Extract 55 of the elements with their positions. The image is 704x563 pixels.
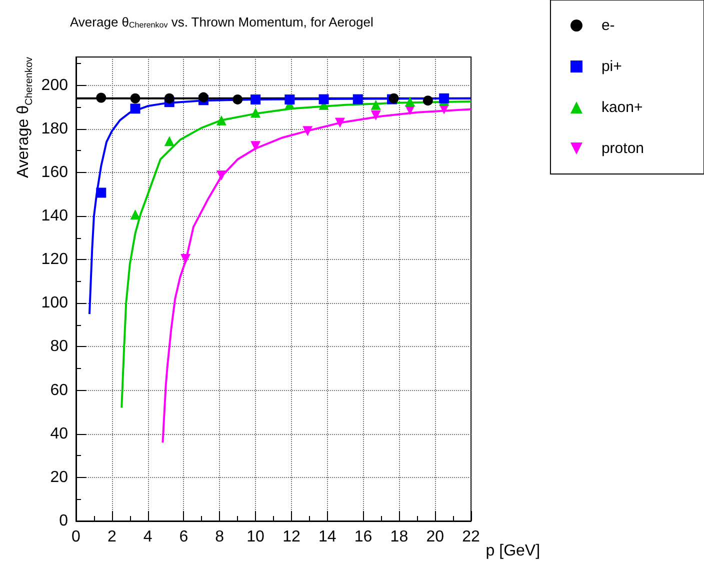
y-tick-label: 180	[41, 120, 68, 138]
legend-label: pi+	[601, 58, 622, 75]
x-tick-label: 20	[426, 528, 444, 546]
point	[352, 94, 363, 104]
y-tick-label: 60	[50, 382, 68, 399]
legend-label: proton	[601, 140, 644, 157]
x-tick-label: 22	[462, 528, 480, 546]
point	[180, 254, 191, 264]
point	[422, 96, 433, 106]
point	[96, 92, 106, 103]
point	[334, 118, 345, 128]
point	[250, 94, 261, 104]
y-tick-label: 80	[50, 338, 68, 356]
y-tick-label: 100	[41, 294, 68, 312]
x-tick-label: 12	[282, 528, 300, 546]
x-tick-label: 10	[246, 528, 265, 546]
x-tick-label: 6	[179, 528, 188, 546]
y-tick-label: 200	[41, 76, 68, 94]
line-series	[162, 108, 472, 444]
y-tick-label: 120	[41, 251, 68, 268]
point	[439, 93, 450, 104]
y-tick-label: 160	[41, 164, 68, 181]
point	[164, 93, 174, 104]
point	[130, 210, 140, 220]
y-tick-label: 40	[50, 425, 68, 442]
x-tick-label: 8	[215, 528, 224, 546]
legend-label: kaon+	[601, 99, 643, 116]
y-tick-label: 0	[59, 512, 68, 530]
legend-label: e-	[601, 17, 615, 34]
x-tick-label: 4	[143, 528, 152, 546]
point	[404, 96, 415, 107]
x-tick-label: 2	[107, 528, 116, 546]
x-tick-label: 18	[390, 528, 408, 546]
point	[130, 93, 140, 104]
point	[370, 100, 381, 110]
point	[164, 136, 174, 146]
chart-title: Average θCherenkov vs. Thrown Momentum, for Aerogel	[70, 14, 374, 30]
x-tick-label: 0	[72, 528, 81, 546]
point	[318, 94, 329, 104]
point	[216, 115, 226, 126]
x-axis-title: p [GeV]	[486, 542, 540, 560]
point	[302, 126, 313, 136]
point	[198, 92, 208, 102]
point	[96, 188, 106, 198]
point	[250, 108, 261, 118]
x-tick-label: 16	[354, 528, 372, 546]
y-tick-label: 20	[50, 468, 68, 486]
point	[232, 94, 243, 104]
x-tick-label: 14	[318, 528, 336, 546]
point	[216, 170, 226, 181]
y-tick-label: 140	[41, 208, 68, 225]
point	[130, 104, 140, 114]
point	[284, 94, 295, 104]
point	[250, 141, 261, 152]
point	[370, 110, 381, 120]
